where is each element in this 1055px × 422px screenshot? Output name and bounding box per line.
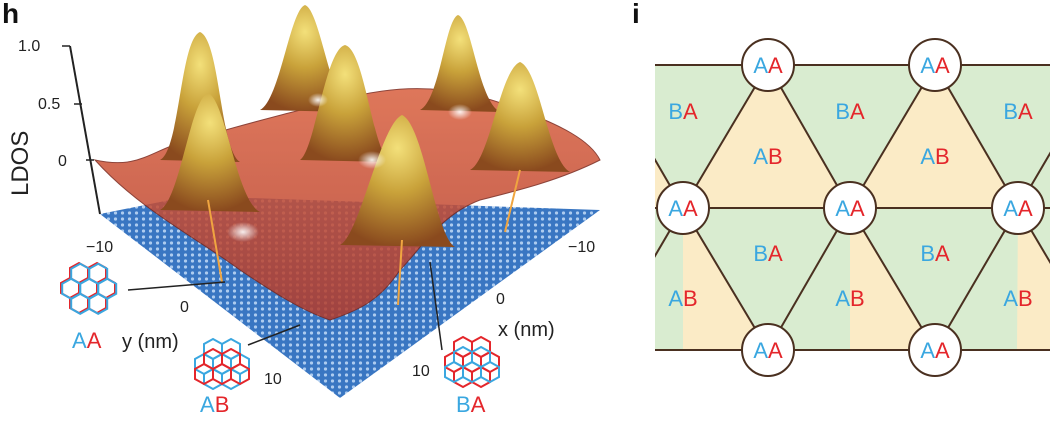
panel-h-label: h [2,0,20,29]
ba-domain-label: BA [668,99,698,124]
y-axis-label: y (nm) [122,331,179,353]
aa-site: AA [656,181,710,235]
aa-stacking-icon [60,261,118,315]
z-tick-label: 0.5 [38,96,60,113]
aa-sites: AA AA AA AA AA AA AA [656,38,1045,377]
aa-site: AA [741,38,795,92]
domain-wall [1017,207,1050,265]
aa-site-label: AA [920,338,950,363]
aa-site: AA [741,323,795,377]
ab-inset-label: AB [200,392,229,417]
aa-peaks [160,5,570,247]
domain-wall [849,207,936,351]
aa-site-label: AA [920,53,950,78]
ldos-surface-plot: 1.0 0.5 0 LDOS −10 0 10 y (nm) −10 0 10 … [7,5,601,417]
aa-inset-label: AA [72,328,102,353]
aa-site: AA [823,181,877,235]
ab-domain-label: AB [668,286,697,311]
domain-wall [655,207,684,258]
peak-drop-lines [207,169,521,306]
domain-region [683,65,850,208]
aa-site: AA [908,323,962,377]
domain-wall [934,207,1019,351]
domain-wall [1017,151,1050,209]
ba-domain-label: BA [1003,99,1033,124]
stacking-domain-diagram: BA BA BA AB AB BA BA AB AB AB AA AA AA AA AA AA AA [650,38,1050,377]
ab-domain-label: AB [920,144,949,169]
domain-wall [682,64,769,209]
ab-stacking-icon [194,337,250,391]
ab-domain-label: AB [753,144,782,169]
z-tick-label: 0 [58,153,67,170]
y-tick-label: −10 [86,239,113,256]
domain-wall [849,64,936,209]
domain-region [1017,208,1050,350]
aa-site: AA [908,38,962,92]
z-axis-line [69,45,101,215]
aa-site-label: AA [1003,196,1033,221]
aa-site-label: AA [753,338,783,363]
domain-wall [767,207,851,351]
y-tick-label: 10 [264,371,282,388]
ba-stacking-icon [444,335,500,389]
domain-wall [934,64,1019,209]
ab-domain-label: AB [1003,286,1032,311]
x-axis-label: x (nm) [498,319,555,341]
ba-domain-label: BA [753,241,783,266]
ba-domain-label: BA [835,99,865,124]
y-tick-label: 0 [180,299,189,316]
domain-wall [655,157,684,209]
panel-i-label: i [632,0,640,29]
aa-site-label: AA [668,196,698,221]
ab-domain-label: AB [835,286,864,311]
x-tick-label: 10 [412,363,430,380]
domain-wall [767,64,851,209]
domain-region [650,65,655,208]
x-tick-label: −10 [568,239,595,256]
domain-region [850,65,1018,208]
aa-site-label: AA [835,196,865,221]
domain-wall-lines [655,64,1050,351]
domain-labels: BA BA BA AB AB BA BA AB AB AB [668,99,1033,311]
z-axis-label: LDOS [7,131,34,196]
aa-site: AA [991,181,1045,235]
aa-site-label: AA [753,53,783,78]
x-tick-label: 0 [496,291,505,308]
z-tick-label: 1.0 [18,38,40,55]
ba-domain-label: BA [920,241,950,266]
domain-wall [682,207,769,351]
ba-inset-label: BA [456,392,486,417]
